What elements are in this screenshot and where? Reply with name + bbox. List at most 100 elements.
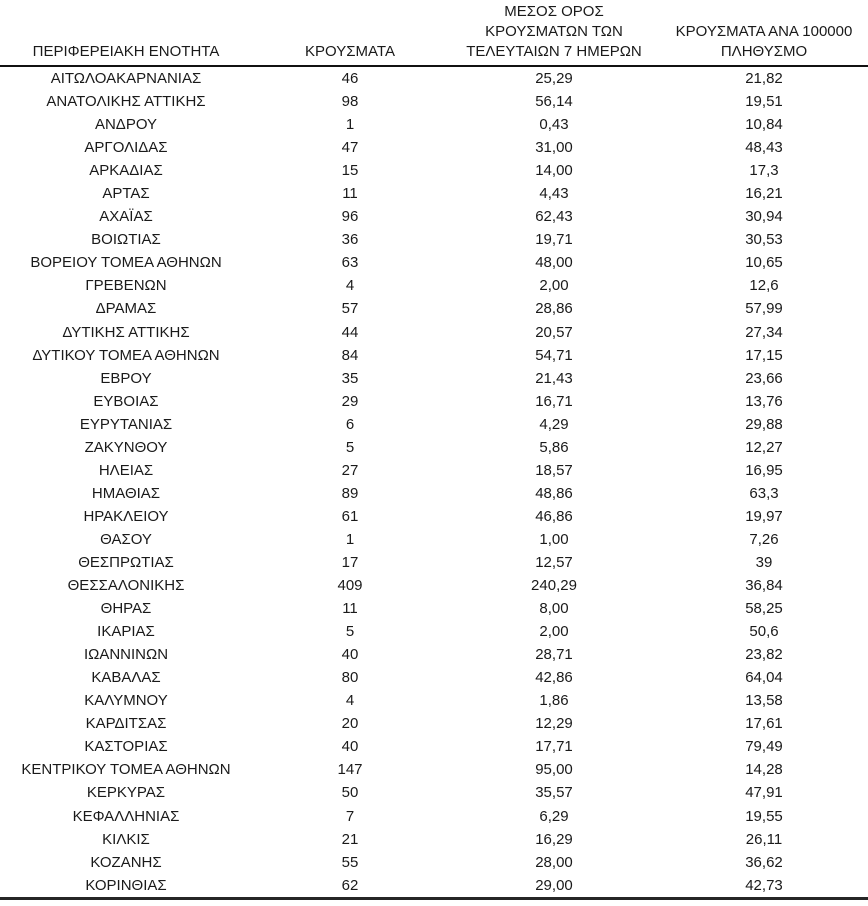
cell-cases: 409: [337, 577, 363, 595]
cell-per-100000: 48,43: [745, 139, 783, 157]
table-body: ΑΙΤΩΛΟΑΚΑΡΝΑΝΙΑΣ 46 25,29 21,82 ΑΝΑΤΟΛΙΚΗΣ Α…: [0, 66, 868, 898]
cell-avg-7day: 18,57: [535, 461, 573, 479]
cell-per-100000: 17,61: [745, 715, 783, 733]
cell-cases: 55: [341, 853, 359, 871]
cell-per-100000: 19,97: [745, 507, 783, 525]
cell-avg-7day: 42,86: [535, 669, 573, 687]
cell-avg-7day: 48,00: [535, 254, 573, 272]
column-header-avg-7day: ΜΕΣΟΣ ΟΡΟΣ ΚΡΟΥΣΜΑΤΩΝ ΤΩΝ ΤΕΛΕΥΤΑΙΩΝ 7 Η…: [448, 0, 660, 67]
cell-avg-7day: 5,86: [539, 438, 569, 456]
cell-region: ΒΟΡΕΙΟΥ ΤΟΜΕΑ ΑΘΗΝΩΝ: [30, 254, 222, 272]
table-row: ΑΝΑΤΟΛΙΚΗΣ ΑΤΤΙΚΗΣ 98 56,14 19,51: [0, 90, 868, 113]
cell-cases: 20: [341, 715, 359, 733]
cell-region: ΚΕΝΤΡΙΚΟΥ ΤΟΜΕΑ ΑΘΗΝΩΝ: [21, 761, 231, 779]
table-row: ΙΩΑΝΝΙΝΩΝ 40 28,71 23,82: [0, 643, 868, 666]
cell-region: ΚΑΣΤΟΡΙΑΣ: [84, 738, 168, 756]
cell-per-100000: 36,62: [745, 853, 783, 871]
cell-region: ΑΡΤΑΣ: [102, 185, 150, 203]
cell-avg-7day: 1,86: [539, 692, 569, 710]
cell-avg-7day: 4,43: [539, 185, 569, 203]
cell-cases: 80: [341, 669, 359, 687]
table-row: ΕΒΡΟΥ 35 21,43 23,66: [0, 367, 868, 390]
cell-per-100000: 64,04: [745, 669, 783, 687]
cell-cases: 98: [341, 93, 359, 111]
cell-avg-7day: 2,00: [539, 277, 569, 295]
cell-per-100000: 12,6: [749, 277, 779, 295]
cell-per-100000: 13,58: [745, 692, 783, 710]
cell-avg-7day: 56,14: [535, 93, 573, 111]
header-row: ΠΕΡΙΦΕΡΕΙΑΚΗ ΕΝΟΤΗΤΑ ΚΡΟΥΣΜΑΤΑ ΜΕΣΟΣ ΟΡΟ…: [0, 0, 868, 67]
cell-avg-7day: 20,57: [535, 323, 573, 341]
table-row: ΗΛΕΙΑΣ 27 18,57 16,95: [0, 459, 868, 482]
cell-cases: 17: [341, 554, 359, 571]
cell-avg-7day: 0,43: [539, 116, 569, 134]
cell-region: ΙΚΑΡΙΑΣ: [97, 623, 155, 641]
table-row: ΚΕΝΤΡΙΚΟΥ ΤΟΜΕΑ ΑΘΗΝΩΝ 147 95,00 14,28: [0, 758, 868, 781]
cell-avg-7day: 48,86: [535, 484, 573, 502]
cell-per-100000: 36,84: [745, 577, 783, 595]
cell-region: ΑΡΚΑΔΙΑΣ: [89, 162, 163, 180]
table-row: ΔΥΤΙΚΗΣ ΑΤΤΙΚΗΣ 44 20,57 27,34: [0, 321, 868, 344]
cell-region: ΑΧΑΪΑΣ: [99, 208, 153, 226]
cell-region: ΑΝΔΡΟΥ: [94, 116, 158, 134]
table-row: ΘΑΣΟΥ 1 1,00 7,26: [0, 528, 868, 551]
cell-region: ΚΟΖΑΝΗΣ: [90, 853, 162, 871]
cell-cases: 1: [345, 530, 355, 548]
cell-avg-7day: 31,00: [535, 139, 573, 157]
cell-region: ΔΥΤΙΚΟΥ ΤΟΜΕΑ ΑΘΗΝΩΝ: [32, 346, 220, 364]
cell-region: ΚΑΡΔΙΤΣΑΣ: [85, 715, 167, 733]
table-row: ΕΥΡΥΤΑΝΙΑΣ 6 4,29 29,88: [0, 413, 868, 436]
cell-avg-7day: 54,71: [535, 346, 573, 364]
cell-per-100000: 13,76: [745, 392, 783, 410]
cell-cases: 11: [342, 600, 358, 618]
cell-per-100000: 17,15: [745, 346, 783, 364]
table-row: ΒΟΡΕΙΟΥ ΤΟΜΕΑ ΑΘΗΝΩΝ 63 48,00 10,65: [0, 251, 868, 274]
table-row: ΗΡΑΚΛΕΙΟΥ 61 46,86 19,97: [0, 505, 868, 528]
cell-region: ΘΕΣΠΡΩΤΙΑΣ: [78, 554, 174, 571]
cell-per-100000: 12,27: [745, 438, 783, 456]
cell-region: ΑΡΓΟΛΙΔΑΣ: [84, 139, 168, 157]
cell-region: ΗΛΕΙΑΣ: [98, 461, 154, 479]
cell-cases: 147: [337, 761, 363, 779]
column-header-region: ΠΕΡΙΦΕΡΕΙΑΚΗ ΕΝΟΤΗΤΑ: [0, 0, 252, 67]
cell-per-100000: 29,88: [745, 415, 783, 433]
cell-cases: 36: [341, 231, 359, 249]
cell-region: ΕΥΡΥΤΑΝΙΑΣ: [79, 415, 173, 433]
table-row: ΑΧΑΪΑΣ 96 62,43 30,94: [0, 205, 868, 228]
cell-avg-7day: 4,29: [539, 415, 569, 433]
cell-cases: 89: [341, 484, 359, 502]
cell-per-100000: 30,53: [745, 231, 783, 249]
table-row: ΘΗΡΑΣ 11 8,00 58,25: [0, 597, 868, 620]
cell-per-100000: 17,3: [749, 162, 779, 180]
table-row: ΚΟΡΙΝΘΙΑΣ 62 29,00 42,73: [0, 874, 868, 899]
cell-per-100000: 16,95: [745, 461, 783, 479]
cell-per-100000: 23,82: [745, 646, 783, 664]
cell-per-100000: 63,3: [749, 484, 779, 502]
cell-region: ΕΥΒΟΙΑΣ: [93, 392, 159, 410]
table-row: ΑΡΚΑΔΙΑΣ 15 14,00 17,3: [0, 159, 868, 182]
cell-avg-7day: 240,29: [531, 577, 577, 595]
table-row: ΚΑΡΔΙΤΣΑΣ 20 12,29 17,61: [0, 712, 868, 735]
cell-cases: 29: [341, 392, 359, 410]
table-row: ΗΜΑΘΙΑΣ 89 48,86 63,3: [0, 482, 868, 505]
cell-per-100000: 10,84: [745, 116, 783, 134]
table-row: ΙΚΑΡΙΑΣ 5 2,00 50,6: [0, 620, 868, 643]
cell-cases: 63: [341, 254, 359, 272]
table-header: ΠΕΡΙΦΕΡΕΙΑΚΗ ΕΝΟΤΗΤΑ ΚΡΟΥΣΜΑΤΑ ΜΕΣΟΣ ΟΡΟ…: [0, 0, 868, 67]
cell-per-100000: 16,21: [745, 185, 783, 203]
cell-cases: 47: [341, 139, 359, 157]
cell-cases: 62: [341, 876, 359, 894]
cell-cases: 21: [341, 830, 359, 848]
cell-cases: 44: [341, 323, 359, 341]
cell-avg-7day: 28,00: [535, 853, 573, 871]
table-row: ΚΑΣΤΟΡΙΑΣ 40 17,71 79,49: [0, 735, 868, 758]
cell-region: ΚΑΒΑΛΑΣ: [91, 669, 161, 687]
table-row: ΔΡΑΜΑΣ 57 28,86 57,99: [0, 297, 868, 320]
cell-region: ΘΑΣΟΥ: [100, 530, 152, 548]
cell-cases: 61: [341, 507, 359, 525]
table-row: ΕΥΒΟΙΑΣ 29 16,71 13,76: [0, 390, 868, 413]
table-row: ΚΟΖΑΝΗΣ 55 28,00 36,62: [0, 851, 868, 874]
cell-region: ΖΑΚΥΝΘΟΥ: [84, 438, 168, 456]
cell-per-100000: 42,73: [745, 876, 783, 894]
table-row: ΚΕΡΚΥΡΑΣ 50 35,57 47,91: [0, 781, 868, 804]
